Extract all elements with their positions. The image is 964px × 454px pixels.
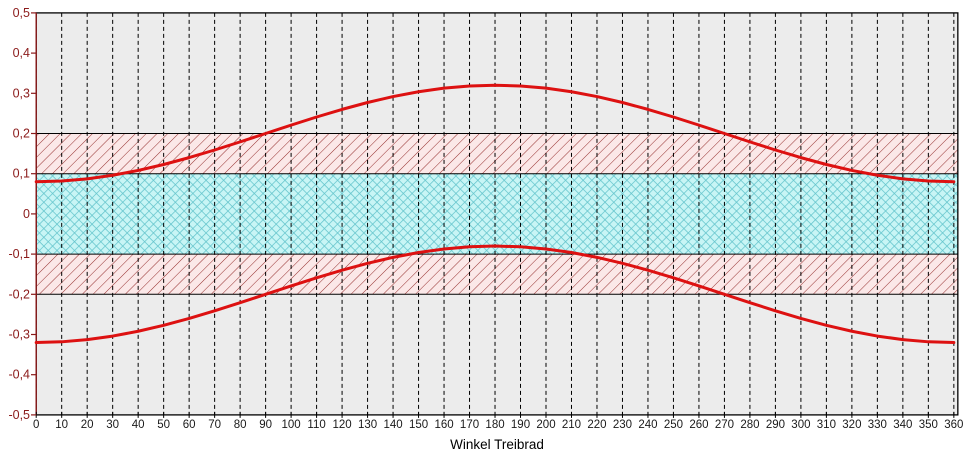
svg-text:310: 310 xyxy=(817,419,836,431)
svg-text:210: 210 xyxy=(562,419,581,431)
svg-text:170: 170 xyxy=(460,419,479,431)
svg-text:230: 230 xyxy=(613,419,632,431)
svg-text:20: 20 xyxy=(81,419,94,431)
svg-text:120: 120 xyxy=(332,419,351,431)
svg-text:-0,2: -0,2 xyxy=(8,287,30,301)
svg-text:Winkel Treibrad: Winkel Treibrad xyxy=(450,437,544,452)
svg-text:0,4: 0,4 xyxy=(13,46,30,60)
svg-text:0,1: 0,1 xyxy=(13,167,30,181)
svg-text:330: 330 xyxy=(868,419,887,431)
svg-text:0,3: 0,3 xyxy=(13,86,30,100)
svg-text:100: 100 xyxy=(282,419,301,431)
svg-text:0: 0 xyxy=(33,419,39,431)
svg-text:250: 250 xyxy=(664,419,683,431)
svg-text:320: 320 xyxy=(842,419,861,431)
svg-text:-0,3: -0,3 xyxy=(8,328,30,342)
svg-text:360: 360 xyxy=(944,419,963,431)
svg-text:340: 340 xyxy=(893,419,912,431)
svg-text:350: 350 xyxy=(919,419,938,431)
svg-text:110: 110 xyxy=(307,419,325,431)
svg-text:280: 280 xyxy=(740,419,759,431)
svg-text:130: 130 xyxy=(358,419,377,431)
svg-text:260: 260 xyxy=(689,419,708,431)
svg-text:150: 150 xyxy=(409,419,428,431)
svg-text:290: 290 xyxy=(766,419,785,431)
svg-text:200: 200 xyxy=(536,419,555,431)
svg-text:-0,5: -0,5 xyxy=(8,408,30,422)
svg-text:140: 140 xyxy=(383,419,402,431)
svg-text:90: 90 xyxy=(259,419,272,431)
svg-text:70: 70 xyxy=(208,419,221,431)
svg-text:50: 50 xyxy=(157,419,170,431)
svg-text:240: 240 xyxy=(638,419,657,431)
svg-text:40: 40 xyxy=(132,419,145,431)
svg-text:190: 190 xyxy=(511,419,530,431)
svg-text:0,5: 0,5 xyxy=(13,6,30,20)
svg-text:-0,1: -0,1 xyxy=(8,247,30,261)
svg-text:0: 0 xyxy=(23,207,30,221)
svg-text:0,2: 0,2 xyxy=(13,127,30,141)
svg-text:180: 180 xyxy=(485,419,504,431)
svg-text:10: 10 xyxy=(55,419,68,431)
svg-text:300: 300 xyxy=(791,419,810,431)
svg-text:270: 270 xyxy=(715,419,734,431)
svg-text:30: 30 xyxy=(106,419,119,431)
svg-text:-0,4: -0,4 xyxy=(8,368,30,382)
svg-text:220: 220 xyxy=(587,419,606,431)
svg-text:160: 160 xyxy=(434,419,453,431)
svg-text:60: 60 xyxy=(183,419,196,431)
svg-text:80: 80 xyxy=(234,419,247,431)
